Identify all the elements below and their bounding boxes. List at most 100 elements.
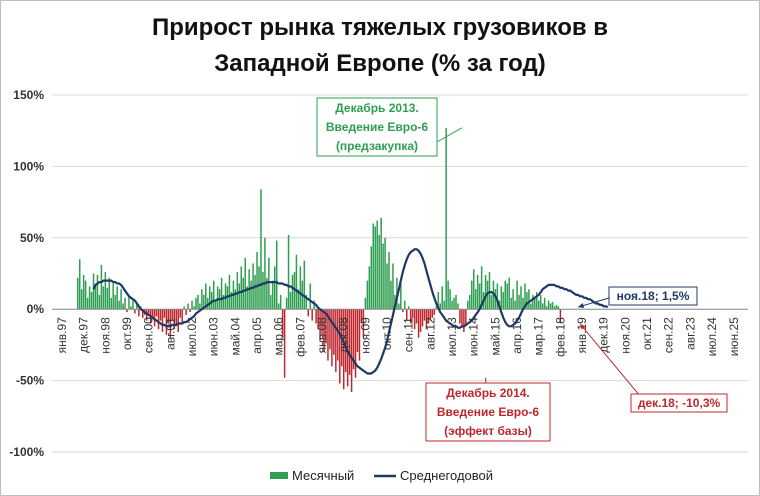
- bar: [270, 294, 272, 310]
- bar: [84, 280, 87, 310]
- bar: [210, 292, 213, 310]
- bar: [337, 309, 339, 361]
- bar: [201, 289, 203, 310]
- legend-label: Среднегодовой: [400, 468, 493, 483]
- bar: [429, 309, 432, 321]
- bar: [230, 292, 233, 310]
- bar: [557, 306, 560, 310]
- bar: [445, 127, 447, 310]
- bar: [524, 283, 526, 310]
- bar: [325, 309, 327, 344]
- bar: [537, 300, 540, 310]
- bar: [463, 309, 465, 333]
- x-tick-label: мар.17: [532, 317, 546, 356]
- bar: [226, 286, 229, 310]
- bar: [128, 294, 130, 310]
- bar: [142, 309, 144, 318]
- x-tick-label: дек.97: [77, 317, 91, 353]
- chart-title-line-2: Западной Европе (% за год): [214, 50, 546, 77]
- bar: [407, 306, 410, 310]
- bar: [441, 286, 443, 310]
- x-tick-label: апр.16: [510, 317, 524, 354]
- annotation: Декабрь 2014. Введение Евро-6 (эффект базы…: [425, 377, 551, 442]
- bar: [277, 303, 280, 310]
- x-tick-label: авг.23: [683, 317, 697, 350]
- bar: [415, 309, 418, 324]
- x-tick-label: июл.02: [185, 317, 199, 356]
- bar: [214, 300, 217, 310]
- bar: [476, 274, 479, 310]
- bar: [122, 303, 124, 310]
- annotation-pointer: [436, 127, 463, 143]
- annotation-box: [425, 382, 551, 442]
- x-tick-label: июл.24: [705, 317, 719, 356]
- bar: [559, 309, 562, 324]
- x-tick-label: окт.21: [640, 317, 654, 350]
- bar: [138, 309, 140, 317]
- annotation-arrowhead: [578, 303, 585, 308]
- bar: [356, 309, 359, 353]
- annual-average-line: [92, 248, 609, 375]
- x-tick-label: май.04: [228, 317, 242, 356]
- bar: [372, 223, 375, 310]
- bar: [305, 294, 308, 310]
- bar: [234, 289, 237, 310]
- bar: [417, 309, 420, 338]
- bar: [293, 272, 296, 310]
- annotation-box: [630, 393, 728, 413]
- bar: [352, 309, 355, 370]
- y-tick-label: 100%: [13, 159, 44, 173]
- bar: [474, 289, 477, 310]
- bar: [287, 234, 290, 310]
- bar: [112, 283, 114, 310]
- bar: [86, 297, 89, 310]
- chart-title: Прирост рынка тяжелых грузовиков в Запад…: [0, 10, 760, 82]
- bar: [100, 264, 103, 310]
- bar: [197, 294, 199, 310]
- bar: [98, 294, 101, 310]
- annotation-pointer: [579, 323, 641, 397]
- bar: [508, 277, 510, 310]
- bar: [124, 297, 126, 310]
- x-tick-label: фев.07: [293, 317, 307, 357]
- monthly-bars: [77, 127, 562, 393]
- bar: [92, 273, 95, 310]
- x-tick-label: янв.08: [315, 317, 329, 354]
- bar: [88, 286, 91, 310]
- bar: [281, 309, 284, 338]
- bar: [390, 280, 392, 310]
- bar: [549, 303, 552, 310]
- annotation-box: [608, 286, 698, 306]
- bar: [285, 297, 288, 310]
- x-tick-label: фев.18: [553, 317, 567, 357]
- bar: [78, 259, 81, 310]
- y-tick-label: 50%: [20, 231, 44, 245]
- bar: [465, 309, 467, 327]
- bar: [147, 309, 150, 314]
- x-tick-label: ноя.20: [618, 317, 632, 354]
- bar: [451, 300, 453, 310]
- bar: [496, 283, 499, 310]
- bar: [333, 309, 335, 355]
- annotation-text: (предзакупка): [336, 139, 418, 153]
- bar: [173, 309, 176, 330]
- bar: [480, 266, 483, 310]
- bar: [151, 309, 154, 318]
- bar: [376, 220, 378, 310]
- bar: [274, 266, 276, 310]
- bar: [82, 274, 85, 310]
- bar: [323, 309, 325, 353]
- bar: [264, 237, 266, 310]
- bar: [315, 309, 317, 324]
- bar: [406, 309, 408, 321]
- bar: [130, 306, 132, 310]
- bar: [447, 280, 449, 310]
- bar: [526, 292, 528, 310]
- bar: [90, 292, 93, 310]
- bar: [382, 243, 384, 310]
- bar: [425, 309, 428, 330]
- bar: [279, 294, 282, 310]
- bar: [175, 309, 178, 327]
- bar: [80, 289, 83, 310]
